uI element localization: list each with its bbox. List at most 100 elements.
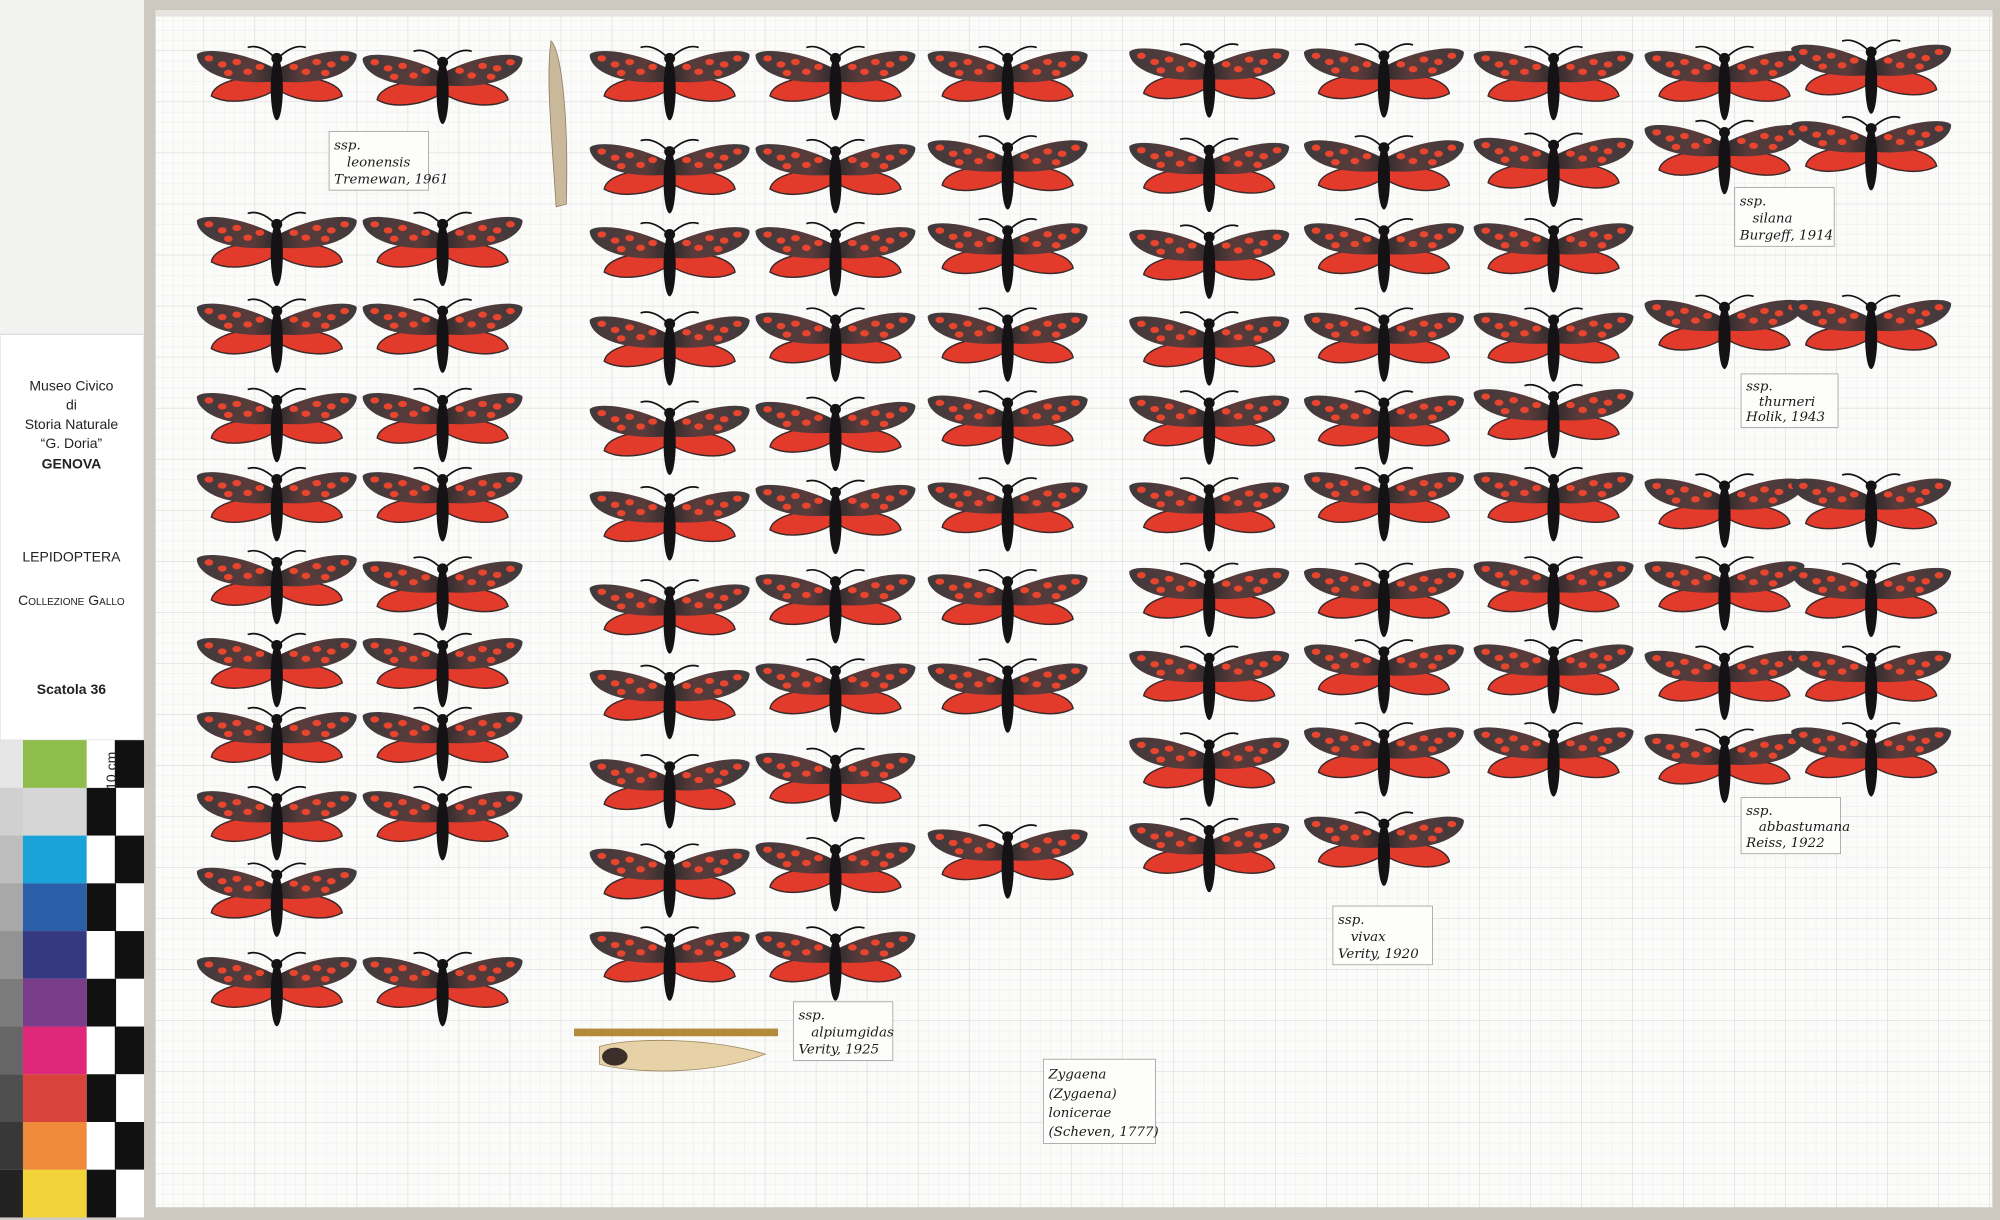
wing-spot xyxy=(398,964,407,972)
wing-spot xyxy=(243,489,253,497)
forewing xyxy=(927,574,1008,606)
wing-spot xyxy=(1164,575,1174,583)
wing-spot xyxy=(1233,840,1243,847)
wing-spot xyxy=(1350,834,1360,841)
wing-spot xyxy=(243,410,253,417)
wing-spot xyxy=(204,642,214,649)
label-line: silana xyxy=(1753,211,1793,226)
wing-spot xyxy=(1532,150,1541,157)
wing-spot xyxy=(326,313,336,321)
wing-spot xyxy=(289,803,299,811)
wing-spot xyxy=(467,489,477,497)
wing-spot xyxy=(409,579,418,586)
wing-pair xyxy=(589,486,671,543)
body xyxy=(1377,318,1390,382)
wing-spot xyxy=(1419,479,1429,487)
wing-spot xyxy=(1566,150,1575,157)
museum-line: di xyxy=(66,397,77,413)
wing-spot xyxy=(1156,501,1166,508)
wing-spot xyxy=(301,234,311,241)
forewing xyxy=(1724,124,1805,157)
wing-spot xyxy=(1895,138,1905,146)
head xyxy=(1378,314,1390,326)
antenna xyxy=(247,387,275,400)
body xyxy=(1718,484,1731,548)
label-line: Verity, 1925 xyxy=(798,1043,879,1058)
forewing xyxy=(362,712,443,744)
wing-spot xyxy=(1481,393,1491,400)
antenna xyxy=(1211,224,1239,237)
wing-spot xyxy=(1895,585,1905,592)
wing-spot xyxy=(312,799,322,806)
wing-pair xyxy=(1006,658,1088,715)
wing-spot xyxy=(713,424,723,431)
wing-spot xyxy=(409,321,418,328)
wing-spot xyxy=(636,508,645,516)
forewing xyxy=(835,842,916,874)
wing-spot xyxy=(1419,824,1429,831)
wing-spot xyxy=(1680,58,1689,66)
antenna xyxy=(671,138,699,151)
wing-spot xyxy=(705,592,714,599)
body xyxy=(1203,235,1216,299)
moth xyxy=(1644,119,1805,195)
wing-spot xyxy=(320,490,330,498)
wing-pair xyxy=(755,479,837,536)
forewing xyxy=(1303,472,1384,504)
body xyxy=(829,150,842,214)
wing-pair xyxy=(1383,307,1464,364)
wing-spot xyxy=(948,61,958,68)
wing-spot xyxy=(1447,52,1457,59)
antenna xyxy=(1009,390,1038,403)
wing-spot xyxy=(1812,54,1822,62)
wing-spot xyxy=(1350,157,1360,165)
head xyxy=(437,474,449,485)
wing-spot xyxy=(763,148,772,155)
body xyxy=(1377,733,1390,797)
wing-spot xyxy=(935,316,945,324)
forewing xyxy=(276,303,357,335)
head xyxy=(1548,563,1560,575)
wing-spot xyxy=(713,688,723,696)
forewing xyxy=(1553,644,1634,676)
wing-spot xyxy=(705,324,714,331)
wing-spot xyxy=(1428,414,1437,421)
wing-spot xyxy=(1768,143,1778,151)
wing-spot xyxy=(802,681,811,688)
wing-pair xyxy=(834,836,916,894)
moth xyxy=(1791,473,1952,548)
wing-spot xyxy=(370,716,380,723)
wing-spot xyxy=(791,58,800,66)
antenna xyxy=(1211,137,1239,150)
wing-spot xyxy=(1071,144,1080,151)
head xyxy=(271,474,283,485)
specimen-label xyxy=(1042,1058,1156,1144)
panel-text: Museo Civico di Storia Naturale “G. Dori… xyxy=(18,377,125,789)
wing-spot xyxy=(1043,490,1053,497)
wing-pair xyxy=(927,658,1009,715)
wing-spot xyxy=(1703,312,1712,319)
wing-spot xyxy=(467,321,477,328)
wing-spot xyxy=(1136,147,1146,154)
wing-spot xyxy=(370,795,380,802)
head xyxy=(271,557,283,568)
wing-pair xyxy=(1473,132,1555,189)
label-line: ssp. xyxy=(1740,194,1767,209)
moth xyxy=(1129,224,1290,299)
wing-spot xyxy=(1447,144,1457,151)
wing-spot xyxy=(814,325,823,332)
antenna xyxy=(1726,294,1754,307)
wing-pair xyxy=(196,211,278,268)
wing-spot xyxy=(791,760,800,768)
wing-spot xyxy=(312,58,322,66)
body xyxy=(1203,54,1216,118)
forewing xyxy=(276,712,357,744)
antenna xyxy=(278,466,307,479)
wing-spot xyxy=(1221,750,1231,757)
wing-spot xyxy=(1749,751,1758,758)
wing-spot xyxy=(1272,827,1282,834)
wing-spot xyxy=(223,235,233,242)
moth xyxy=(196,466,357,542)
wing-spot xyxy=(1597,156,1607,163)
specimen-label xyxy=(328,131,429,191)
